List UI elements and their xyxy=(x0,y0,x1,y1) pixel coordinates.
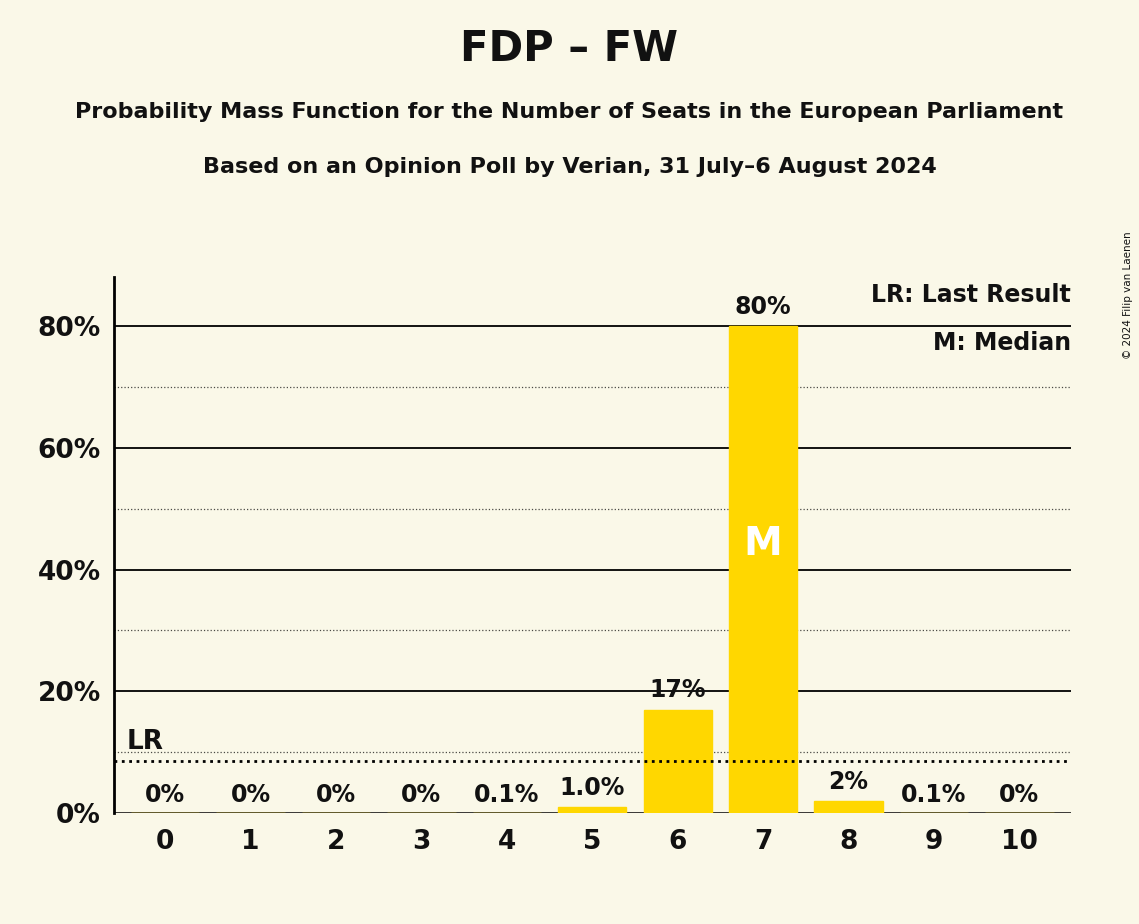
Bar xyxy=(814,801,883,813)
Text: 0%: 0% xyxy=(230,783,271,807)
Text: 17%: 17% xyxy=(649,678,706,702)
Bar xyxy=(558,807,626,813)
Text: 0.1%: 0.1% xyxy=(474,783,540,807)
Text: LR: LR xyxy=(126,729,164,755)
Text: Probability Mass Function for the Number of Seats in the European Parliament: Probability Mass Function for the Number… xyxy=(75,102,1064,122)
Text: M: M xyxy=(744,525,782,563)
Text: 0%: 0% xyxy=(316,783,357,807)
Text: FDP – FW: FDP – FW xyxy=(460,28,679,69)
Text: M: Median: M: Median xyxy=(933,331,1071,355)
Text: 0.1%: 0.1% xyxy=(901,783,967,807)
Text: 80%: 80% xyxy=(735,295,792,319)
Bar xyxy=(729,326,797,813)
Text: Based on an Opinion Poll by Verian, 31 July–6 August 2024: Based on an Opinion Poll by Verian, 31 J… xyxy=(203,157,936,177)
Text: 0%: 0% xyxy=(999,783,1040,807)
Text: 0%: 0% xyxy=(145,783,186,807)
Text: © 2024 Filip van Laenen: © 2024 Filip van Laenen xyxy=(1123,231,1133,359)
Text: 0%: 0% xyxy=(401,783,442,807)
Text: 1.0%: 1.0% xyxy=(559,776,625,800)
Text: 2%: 2% xyxy=(828,770,869,794)
Bar xyxy=(644,710,712,813)
Text: LR: Last Result: LR: Last Result xyxy=(871,283,1071,307)
